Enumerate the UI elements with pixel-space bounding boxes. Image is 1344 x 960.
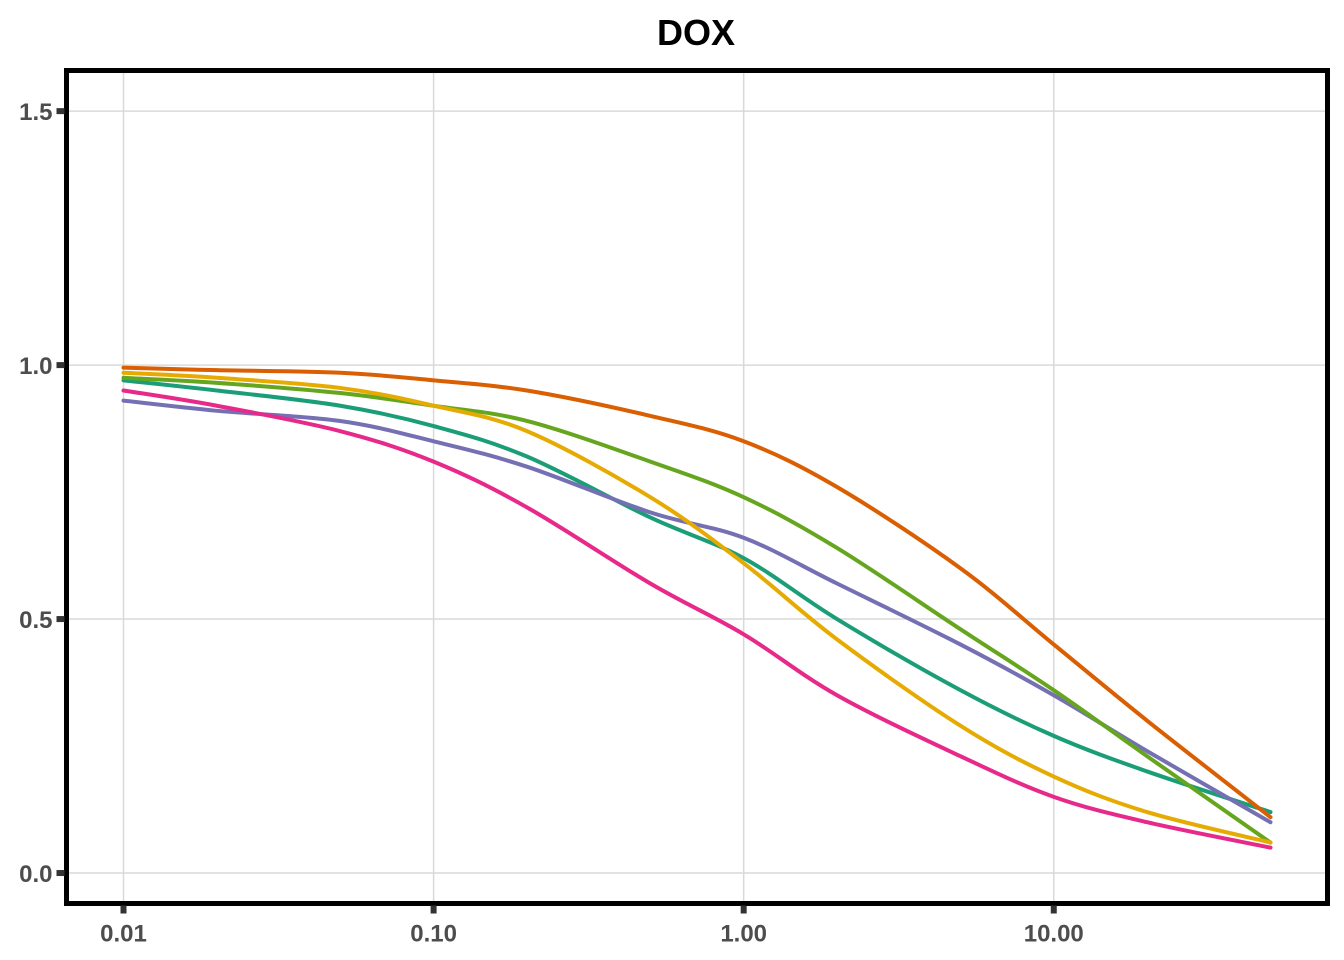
- series-line-4: [121, 388, 1273, 850]
- y-tick-label: 1.0: [19, 353, 52, 380]
- series-lines: [121, 365, 1273, 850]
- x-tick-label: 10.00: [1024, 921, 1084, 948]
- y-tick-label: 0.5: [19, 607, 52, 634]
- y-tick-label: 1.5: [19, 99, 52, 126]
- series-line-5: [121, 375, 1273, 845]
- x-tick-label: 0.10: [410, 921, 457, 948]
- axes: 0.01 0.10 1.00 10.00 0.0 0.5 1.0 1.5: [19, 99, 1084, 947]
- series-line-2: [121, 365, 1273, 820]
- plot-panel: [64, 68, 1330, 906]
- series-line-3: [121, 398, 1273, 825]
- x-tick-label: 0.01: [100, 921, 147, 948]
- series-line-1: [121, 378, 1273, 815]
- x-tick-label: 1.00: [720, 921, 767, 948]
- series-line-6: [121, 370, 1273, 845]
- y-tick-label: 0.0: [19, 861, 52, 888]
- chart-title: DOX: [657, 12, 735, 53]
- grid: [66, 70, 1328, 904]
